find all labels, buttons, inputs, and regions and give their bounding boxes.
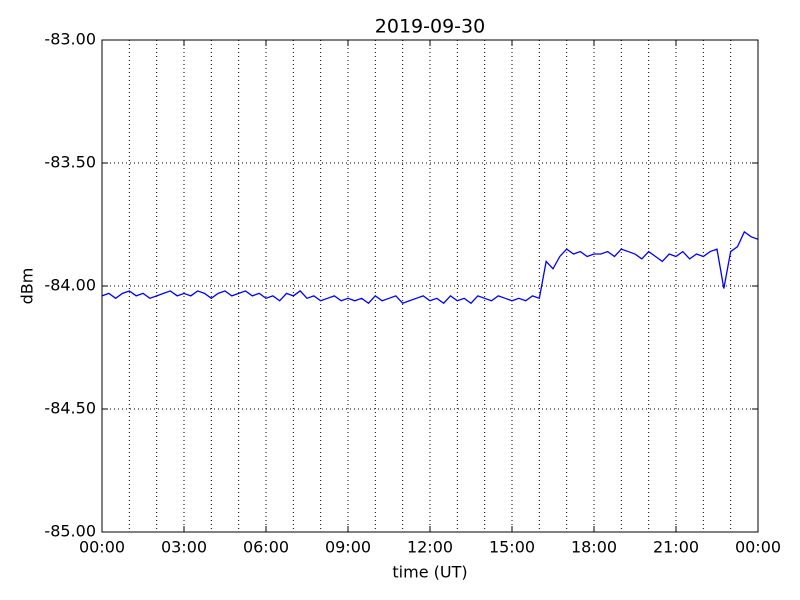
- y-axis-label: dBm: [18, 268, 37, 305]
- plot-frame: [101, 39, 759, 533]
- x-tick-label: 18:00: [571, 538, 617, 557]
- y-tick-label: -84.50: [44, 399, 96, 418]
- x-tick-label: 09:00: [325, 538, 371, 557]
- x-tick-label: 21:00: [653, 538, 699, 557]
- chart-title: 2019-09-30: [375, 16, 485, 38]
- y-tick-label: -84.00: [44, 276, 96, 295]
- x-tick-label: 06:00: [243, 538, 289, 557]
- x-tick-label: 03:00: [161, 538, 207, 557]
- y-tick-label: -83.50: [44, 153, 96, 172]
- y-tick-label: -83.00: [44, 30, 96, 49]
- data-line: [101, 230, 759, 305]
- x-tick-label: 15:00: [489, 538, 535, 557]
- x-axis-label: time (UT): [392, 563, 467, 582]
- x-tick-label: 00:00: [79, 538, 125, 557]
- x-tick-label: 12:00: [407, 538, 453, 557]
- x-tick-label: 00:00: [735, 538, 781, 557]
- y-tick-label: -85.00: [44, 522, 96, 541]
